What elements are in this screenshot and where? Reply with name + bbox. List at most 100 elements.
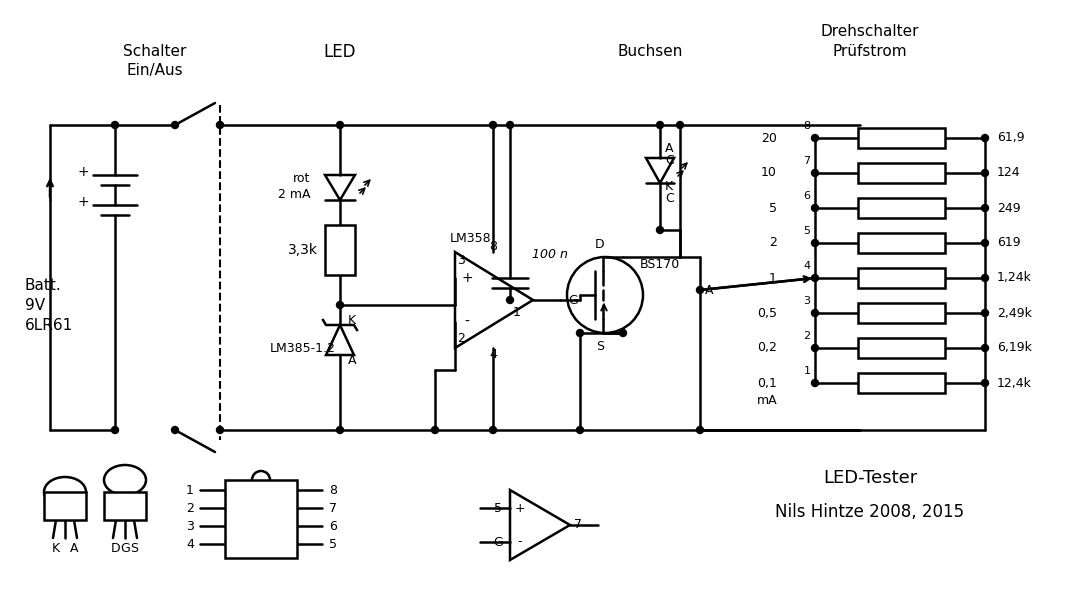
Bar — [225, 480, 297, 558]
Bar — [858, 128, 945, 148]
Circle shape — [811, 205, 819, 211]
Text: 170: 170 — [113, 502, 137, 514]
Circle shape — [811, 239, 819, 247]
Text: 124: 124 — [997, 166, 1020, 179]
Circle shape — [811, 169, 819, 176]
Circle shape — [172, 121, 178, 128]
Circle shape — [982, 344, 988, 352]
Circle shape — [982, 379, 988, 386]
Text: rot: rot — [293, 172, 310, 185]
Circle shape — [506, 296, 514, 304]
Circle shape — [172, 427, 178, 433]
Text: -: - — [518, 535, 523, 548]
Circle shape — [811, 310, 819, 317]
Text: Ein/Aus: Ein/Aus — [127, 62, 183, 77]
Text: C: C — [665, 154, 674, 166]
Text: 0,5: 0,5 — [756, 307, 777, 319]
Circle shape — [112, 427, 118, 433]
Text: +: + — [77, 195, 89, 209]
Text: 9V: 9V — [25, 298, 45, 313]
Circle shape — [506, 121, 514, 128]
Text: 1: 1 — [513, 305, 520, 319]
Circle shape — [696, 427, 704, 433]
Text: 5: 5 — [329, 538, 337, 551]
Text: 1: 1 — [186, 484, 194, 497]
Text: S: S — [596, 340, 604, 353]
Text: +: + — [515, 502, 526, 514]
Circle shape — [431, 427, 439, 433]
Text: 7: 7 — [804, 156, 810, 166]
Bar — [104, 492, 146, 520]
Circle shape — [982, 169, 988, 176]
Text: A: A — [665, 142, 674, 154]
Circle shape — [337, 301, 343, 308]
Text: 1,24k: 1,24k — [997, 271, 1032, 284]
Circle shape — [112, 121, 118, 128]
Text: 2: 2 — [457, 331, 465, 344]
Text: LED: LED — [324, 43, 356, 61]
Text: 1: 1 — [804, 366, 810, 376]
Text: Schalter: Schalter — [123, 44, 187, 59]
Text: 4: 4 — [489, 347, 497, 361]
Circle shape — [982, 134, 988, 142]
Text: Nils Hintze 2008, 2015: Nils Hintze 2008, 2015 — [776, 503, 965, 521]
Text: LM: LM — [256, 503, 274, 517]
Text: 619: 619 — [997, 236, 1020, 250]
Text: 20: 20 — [761, 131, 777, 145]
Text: 0,1: 0,1 — [758, 377, 777, 389]
Text: 100 n: 100 n — [532, 248, 568, 262]
Text: K: K — [348, 313, 356, 326]
Text: 3: 3 — [457, 253, 465, 266]
Circle shape — [811, 134, 819, 142]
Circle shape — [489, 121, 497, 128]
Bar — [44, 492, 86, 520]
Text: 6: 6 — [329, 520, 337, 533]
Text: 5: 5 — [494, 502, 502, 514]
Text: 7: 7 — [329, 502, 337, 514]
Text: LM385-1.2: LM385-1.2 — [270, 341, 336, 355]
Bar — [858, 233, 945, 253]
Circle shape — [337, 427, 343, 433]
Text: 358: 358 — [256, 523, 282, 537]
Bar — [858, 303, 945, 323]
Text: 6LR61: 6LR61 — [25, 317, 73, 332]
Circle shape — [576, 329, 584, 337]
Text: LED-Tester: LED-Tester — [823, 469, 917, 487]
Text: G: G — [494, 535, 503, 548]
Circle shape — [217, 121, 223, 128]
Circle shape — [676, 121, 684, 128]
Text: 3,3k: 3,3k — [288, 243, 318, 257]
Text: 7: 7 — [574, 518, 582, 532]
Circle shape — [811, 379, 819, 386]
Text: 10: 10 — [761, 166, 777, 179]
Text: C: C — [665, 191, 674, 205]
Text: 2: 2 — [769, 236, 777, 250]
Bar — [858, 338, 945, 358]
Circle shape — [576, 427, 584, 433]
Text: -: - — [465, 315, 470, 329]
Circle shape — [811, 275, 819, 281]
Text: 2: 2 — [804, 331, 810, 341]
Circle shape — [982, 205, 988, 211]
Bar — [858, 198, 945, 218]
Text: 8: 8 — [329, 484, 337, 497]
Text: Buchsen: Buchsen — [617, 44, 682, 59]
Circle shape — [217, 427, 223, 433]
Text: 6: 6 — [804, 191, 810, 201]
Circle shape — [619, 329, 627, 337]
Text: +: + — [77, 165, 89, 179]
Text: 4: 4 — [186, 538, 194, 551]
Text: mA: mA — [756, 395, 777, 407]
Text: K: K — [52, 541, 60, 554]
Circle shape — [657, 121, 663, 128]
Text: 5: 5 — [769, 202, 777, 214]
Text: +: + — [461, 271, 473, 285]
Text: 2: 2 — [186, 502, 194, 514]
Circle shape — [489, 427, 497, 433]
Text: 385: 385 — [53, 502, 77, 514]
Circle shape — [696, 286, 704, 293]
Text: 61,9: 61,9 — [997, 131, 1025, 145]
Text: G: G — [568, 293, 578, 307]
Text: K: K — [665, 181, 673, 193]
Text: 3: 3 — [804, 296, 810, 306]
